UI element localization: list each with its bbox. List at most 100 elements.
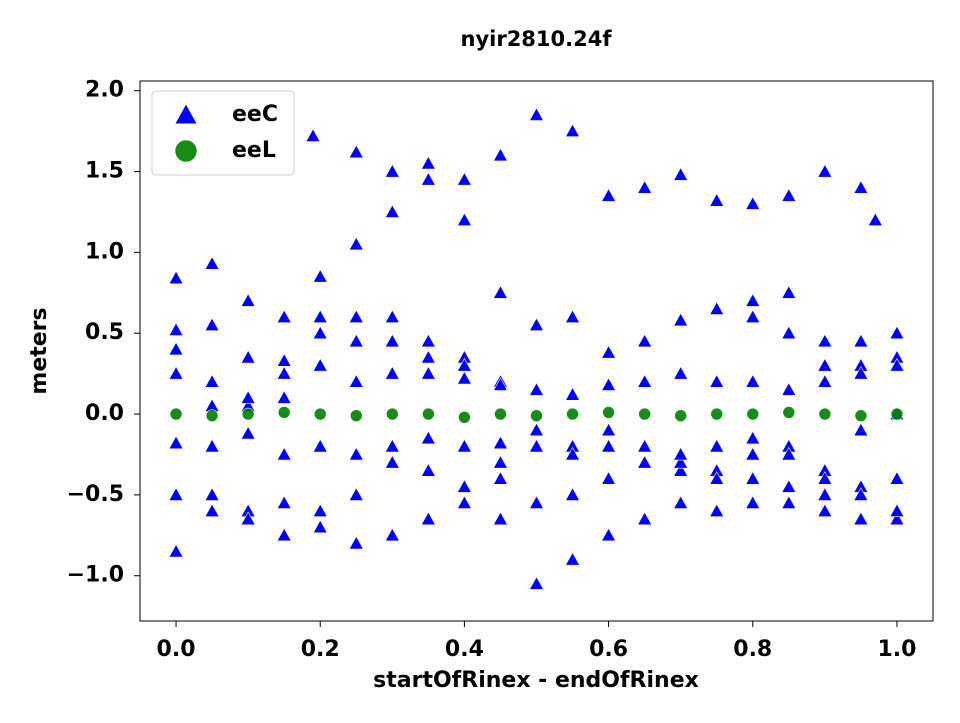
data-point [781,495,797,509]
data-point [422,407,435,421]
data-point [204,487,220,501]
data-point [745,196,761,210]
data-point [168,543,184,558]
data-point [673,463,689,477]
data-point [386,407,399,421]
data-point [312,269,328,283]
data-point [637,438,653,453]
data-point [456,357,472,372]
data-point [709,374,725,388]
data-point [853,422,869,437]
data-point [276,495,292,509]
data-point [817,163,833,178]
data-point [240,349,256,364]
data-point [709,193,725,207]
data-point [782,406,796,419]
y-tick-label: 1.5 [85,159,124,184]
x-tick-label: 0.2 [301,637,340,662]
data-point [745,430,761,445]
data-point [240,390,256,404]
data-point [420,333,436,348]
data-point [817,357,833,372]
data-point [240,293,256,307]
data-point [889,325,905,340]
legend-label: eeC [232,102,278,127]
data-point [384,309,400,323]
data-point [601,471,617,485]
data-point [745,446,761,461]
data-point [745,374,761,388]
data-point [710,407,724,421]
data-point [348,446,364,461]
data-point [349,409,363,422]
data-point [674,409,687,422]
y-tick-label: −0.5 [67,482,124,507]
data-point [384,454,400,469]
data-point [420,511,436,526]
data-point [204,317,220,332]
data-point [601,377,617,391]
data-point [168,270,184,285]
data-point [384,333,400,348]
y-tick-label: 2.0 [85,78,124,103]
data-point [781,325,797,340]
data-point [168,366,184,380]
data-point [458,410,471,424]
data-point [168,435,184,450]
data-point [348,309,364,323]
data-point [601,527,617,542]
data-point [637,333,653,348]
data-point [601,438,617,453]
data-point [312,438,328,453]
x-tick-label: 1.0 [877,637,916,662]
data-point [276,390,292,404]
data-point [492,377,508,391]
data-point [745,293,761,307]
data-point [384,527,400,542]
data-point [530,409,543,422]
data-point [709,471,725,485]
data-point [889,503,905,517]
data-point [420,155,436,170]
data-point [637,454,653,469]
data-point [348,535,364,550]
plot-frame [139,80,934,622]
data-point [240,425,256,440]
data-point [565,446,581,461]
data-point [204,374,220,388]
data-point [528,422,545,437]
data-point [637,180,653,194]
y-tick-label: 0.5 [85,320,124,345]
y-axis-label: meters [27,307,52,394]
data-point [890,407,904,421]
data-point [420,430,436,445]
data-point [276,446,292,461]
data-point [492,511,508,526]
data-point [601,188,617,202]
data-point [528,317,545,332]
data-point [709,503,725,517]
data-point [348,144,364,159]
data-point [420,349,436,364]
data-point [889,357,905,372]
data-point [312,309,328,323]
data-point [745,471,761,485]
legend-marker [174,103,198,125]
data-point [492,285,508,299]
y-tick-label: 0.0 [85,401,124,426]
data-point [456,172,472,186]
data-point [853,333,869,348]
data-point [565,387,581,401]
data-point [817,487,833,501]
data-point [494,407,507,421]
data-point [277,406,291,419]
chart-title: nyir2810.24f [461,27,613,51]
data-point [709,301,725,315]
data-point [673,495,689,509]
data-point [420,366,436,380]
legend-label: eeL [232,138,276,163]
data-point [312,357,328,372]
data-point [348,333,364,348]
data-point [709,438,725,453]
